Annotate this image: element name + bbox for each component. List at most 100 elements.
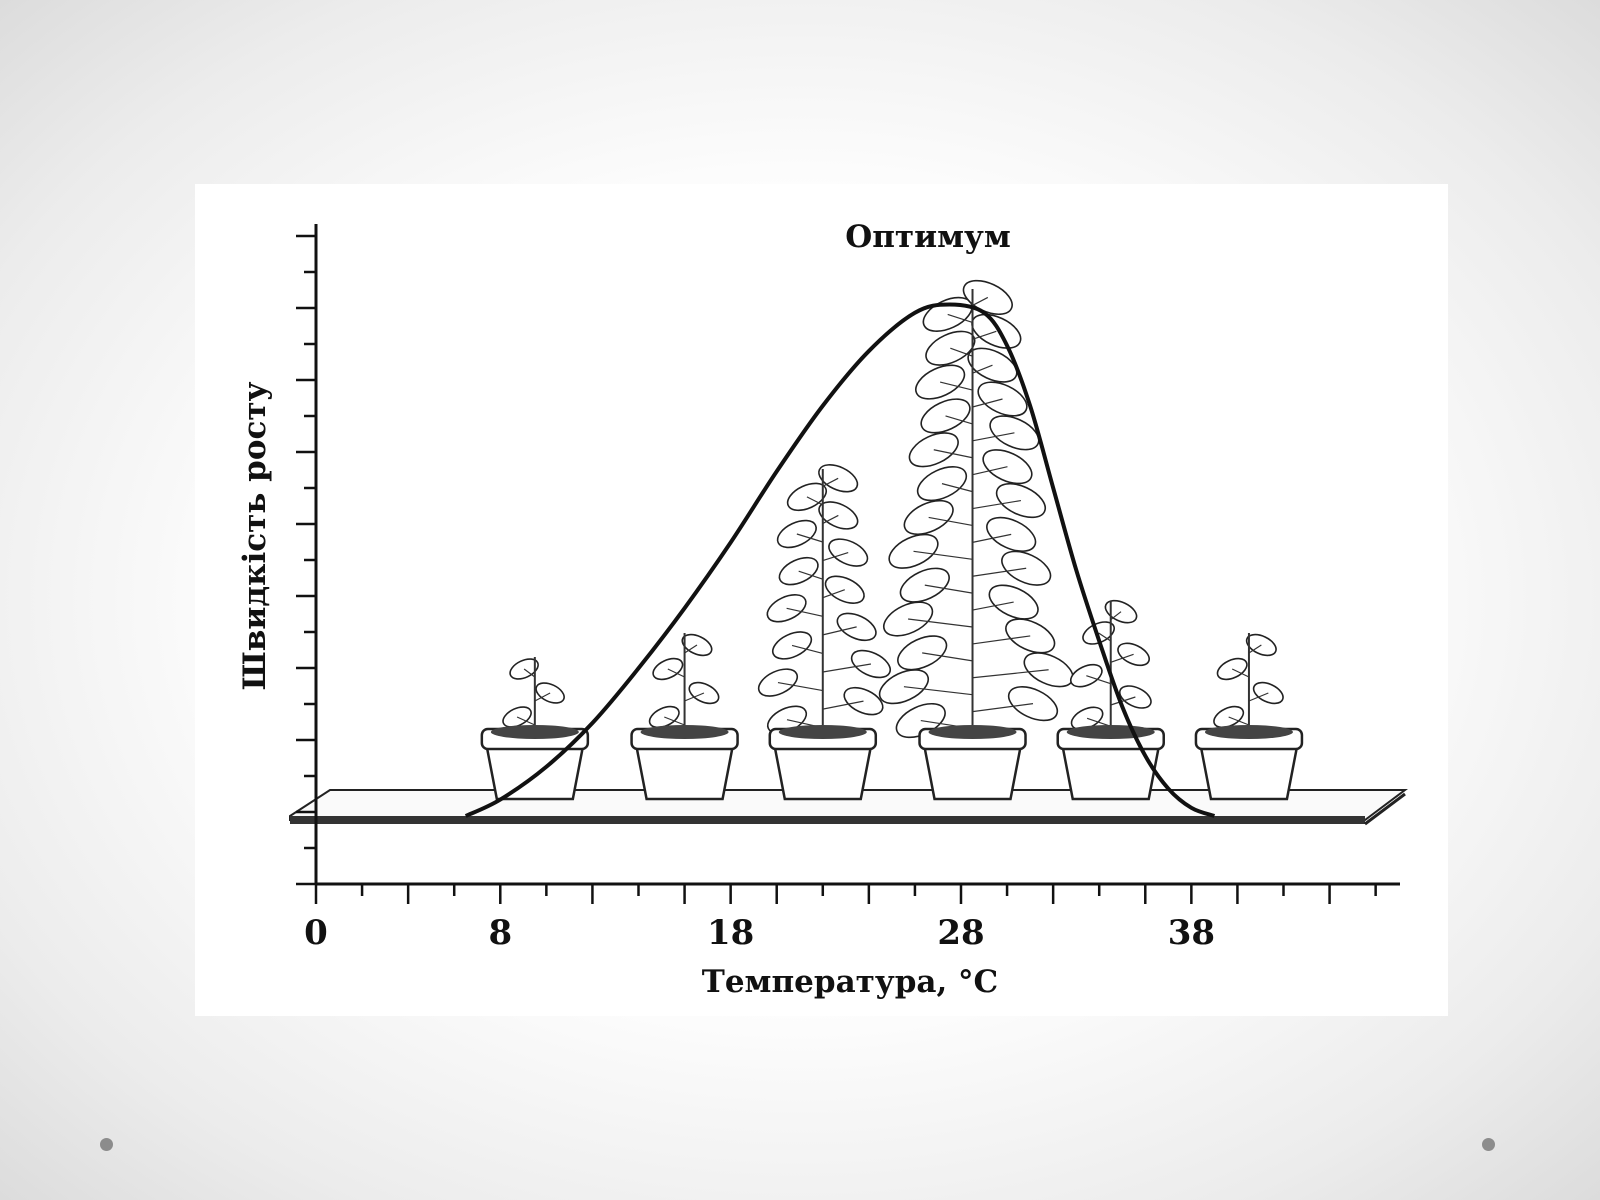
leaf-stem xyxy=(941,483,973,493)
leaf-stem xyxy=(516,716,536,726)
pot-soil xyxy=(1204,725,1293,739)
leaf-stem xyxy=(972,432,1015,442)
leaf-stem xyxy=(822,514,839,524)
growth-curve-line xyxy=(464,302,1216,818)
leaf-stem xyxy=(972,398,1003,408)
leaf-stem xyxy=(972,669,1049,679)
slide-dot-right xyxy=(1482,1138,1495,1151)
leaf-stem xyxy=(928,516,973,527)
x-axis-label: Температура, °С xyxy=(702,964,998,1000)
leaf xyxy=(843,686,884,716)
leaf xyxy=(824,575,865,604)
leaf-stem xyxy=(798,570,823,580)
leaf-stem xyxy=(972,601,1014,611)
leaf xyxy=(1252,681,1284,705)
leaf-stem xyxy=(924,584,973,594)
pot-body xyxy=(635,745,735,801)
plant-6 xyxy=(1194,633,1304,801)
plant-3 xyxy=(757,464,891,801)
plant-5 xyxy=(1056,599,1165,801)
leaf-stem xyxy=(1098,632,1112,642)
leaf-stem xyxy=(534,692,551,702)
leaf-stem xyxy=(822,700,864,710)
pot-soil xyxy=(640,725,729,739)
leaf xyxy=(535,682,565,704)
shelf-side xyxy=(1364,792,1406,826)
leaf xyxy=(1069,663,1103,688)
leaf-stem xyxy=(684,644,698,654)
leaf-stem xyxy=(791,644,823,655)
leaf-stem xyxy=(933,449,973,459)
leaf-stem xyxy=(1110,611,1122,621)
leaf-stem xyxy=(1110,653,1134,663)
leaf-stem xyxy=(1086,675,1111,685)
leaf-stem xyxy=(667,668,685,678)
leaf xyxy=(899,567,950,603)
leaf-stem xyxy=(947,313,973,323)
leaf-stem xyxy=(1231,668,1250,678)
leaf-stem xyxy=(777,681,823,692)
leaf-stem xyxy=(922,652,973,662)
leaf-stem xyxy=(903,686,973,696)
leaf-stem xyxy=(786,607,823,617)
leaf-stem xyxy=(972,296,989,306)
leaf-stem xyxy=(796,533,823,543)
leaf xyxy=(988,584,1039,620)
leaf xyxy=(1117,642,1150,667)
leaf xyxy=(915,364,966,400)
chart-axes: 0 8 18 28 38 xyxy=(296,224,1400,953)
leaf-stem xyxy=(972,466,1008,476)
slide-dot-left xyxy=(100,1138,113,1151)
leaf-stem xyxy=(945,415,973,425)
leaf-stem xyxy=(972,567,1027,577)
leaf-stem xyxy=(908,618,973,628)
x-tick-label: 18 xyxy=(707,913,754,953)
x-tick-label: 0 xyxy=(304,913,328,953)
leaf-stem xyxy=(822,589,845,599)
leaf-stem xyxy=(1248,644,1262,654)
leaf-stem xyxy=(1228,716,1250,726)
pot-soil xyxy=(778,725,867,739)
leaf-stem xyxy=(1110,696,1136,706)
pot-body xyxy=(923,745,1023,801)
leaf xyxy=(828,538,869,567)
leaf-stem xyxy=(972,533,1012,543)
leaf-stem xyxy=(806,496,824,506)
plant-pots xyxy=(480,279,1304,801)
pot-soil xyxy=(928,725,1017,739)
leaf-stem xyxy=(950,347,973,357)
leaf-stem xyxy=(822,551,849,562)
plant-1 xyxy=(480,657,590,801)
pot-soil xyxy=(490,725,579,739)
leaf-stem xyxy=(972,330,997,340)
leaf-stem xyxy=(972,635,1031,645)
leaf-stem xyxy=(913,550,973,560)
leaf-stem xyxy=(822,477,839,487)
x-tick-label: 28 xyxy=(937,913,984,953)
y-axis-label: Швидкість росту xyxy=(237,381,273,690)
leaf-stem xyxy=(939,381,973,391)
leaf-stem xyxy=(972,364,993,374)
pot-body xyxy=(485,745,585,801)
leaf-stem xyxy=(523,668,536,678)
leaf xyxy=(836,612,877,642)
plant-2 xyxy=(630,633,739,801)
leaf-stem xyxy=(1086,717,1111,727)
optimum-annotation: Оптимум xyxy=(845,219,1011,255)
growth-temperature-figure: 0 8 18 28 38 Оптимум Температура, °С Швидкіс… xyxy=(195,184,1448,1016)
pot-body xyxy=(1199,745,1299,801)
shelf-edge xyxy=(290,816,1365,824)
x-tick-label: 38 xyxy=(1168,913,1215,953)
growth-chart: 0 8 18 28 38 Оптимум Температура, °С Швидкіс… xyxy=(237,219,1408,1000)
leaf-stem xyxy=(664,716,685,726)
leaf-stem xyxy=(1248,692,1269,702)
plant-4 xyxy=(878,279,1074,801)
leaf xyxy=(850,649,891,679)
leaf-stem xyxy=(822,663,872,673)
leaf-stem xyxy=(684,692,705,702)
leaf xyxy=(1005,618,1056,654)
leaf-stem xyxy=(822,626,857,636)
pot-soil xyxy=(1066,725,1155,739)
pot-body xyxy=(773,745,873,801)
leaf-stem xyxy=(972,703,1034,713)
